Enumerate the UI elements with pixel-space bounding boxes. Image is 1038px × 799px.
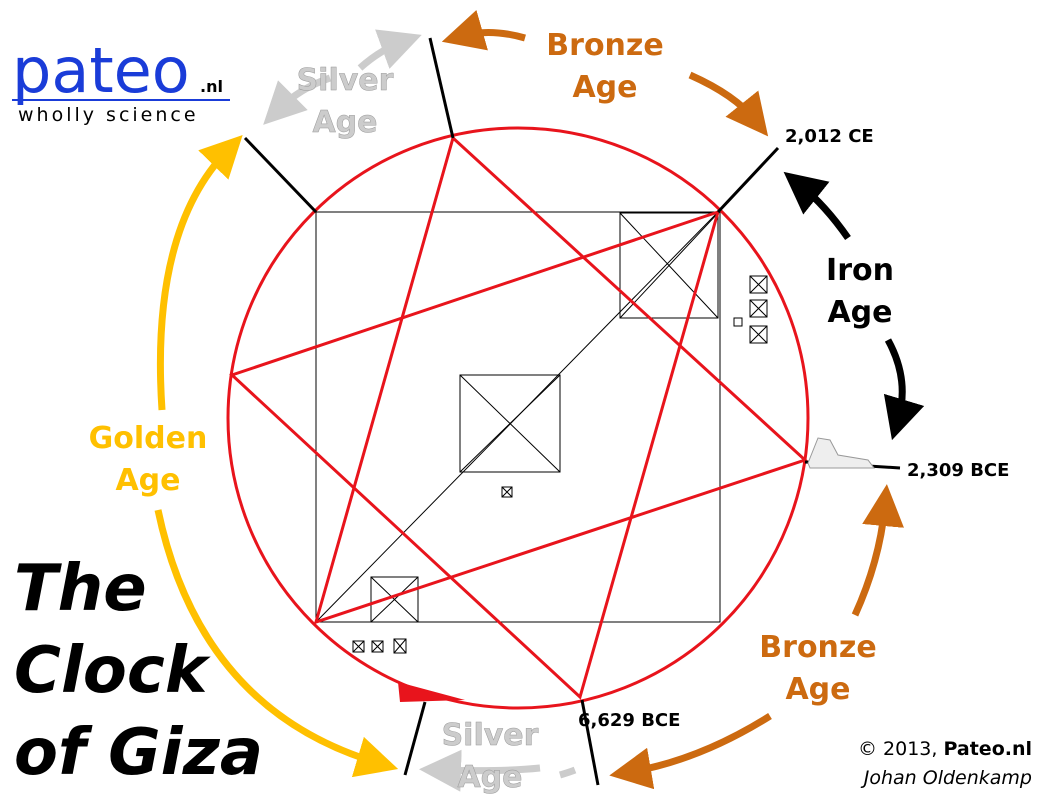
title-line: of Giza <box>14 716 263 790</box>
logo-tagline: wholly science <box>18 104 199 126</box>
date-label: 6,629 BCE <box>578 710 680 731</box>
credit: © 2013, Pateo.nl <box>858 738 1032 760</box>
title-line: The <box>14 552 147 626</box>
logo: pateo .nl wholly science <box>12 34 230 126</box>
age-label: Bronze Age <box>759 630 876 707</box>
date-label: 2,309 BCE <box>907 460 1009 481</box>
credit-copyright: © 2013, <box>858 738 943 760</box>
age-line: Silver <box>297 63 394 98</box>
age-line: Silver <box>442 718 539 753</box>
age-line: Bronze <box>759 630 876 665</box>
age-line: Age <box>115 463 180 498</box>
logo-name: pateo <box>12 34 190 107</box>
age-line: Iron <box>826 253 894 288</box>
geometry <box>226 37 901 786</box>
age-line: Bronze <box>546 28 663 63</box>
age-label: Bronze Age <box>546 28 663 105</box>
title: The Clock of Giza <box>14 552 263 790</box>
age-label: Silver Age <box>297 63 394 140</box>
title-line: Clock <box>14 634 211 708</box>
age-line: Age <box>312 105 377 140</box>
age-line: Age <box>827 295 892 330</box>
age-label: Iron Age <box>826 253 894 330</box>
age-line: Golden <box>89 421 208 456</box>
age-line: Age <box>457 760 522 795</box>
arrows <box>154 10 925 792</box>
age-label: Silver Age <box>442 718 539 795</box>
date-label: 2,012 CE <box>785 126 874 147</box>
credit-author: Johan Oldenkamp <box>860 767 1032 789</box>
age-line: Age <box>572 70 637 105</box>
credit-site: Pateo.nl <box>943 738 1032 760</box>
age-line: Age <box>785 672 850 707</box>
age-label: Golden Age <box>89 421 208 498</box>
logo-suffix: .nl <box>200 77 223 96</box>
